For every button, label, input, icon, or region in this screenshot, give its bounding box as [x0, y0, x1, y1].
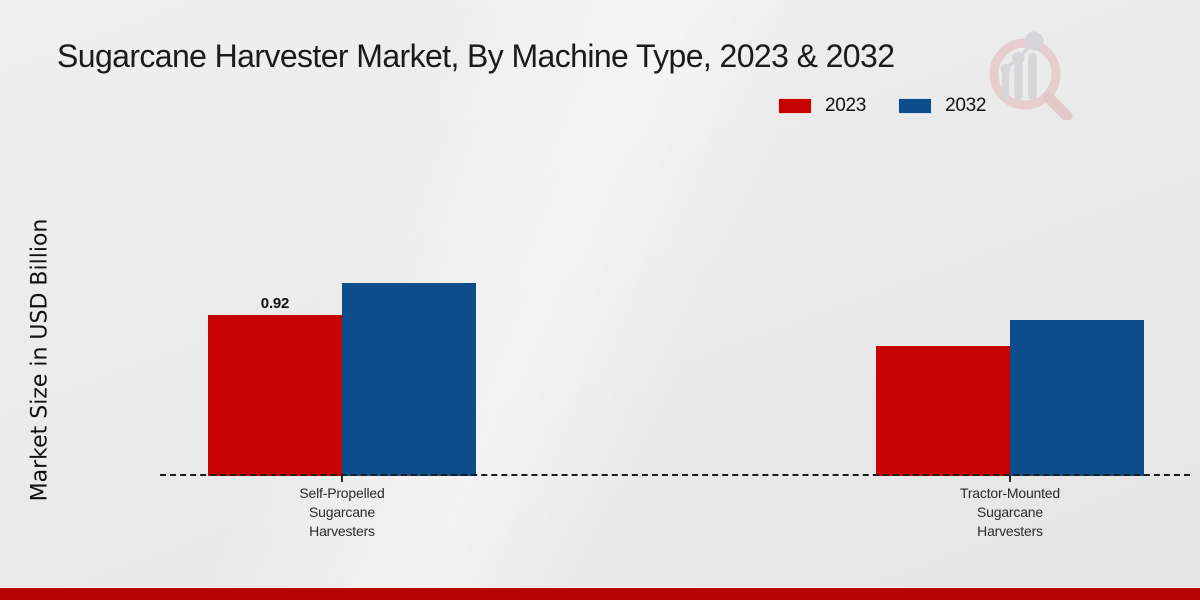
x-axis-tick — [1009, 476, 1011, 482]
bar-2032-group-0 — [342, 283, 476, 476]
trend-dot-icon — [1000, 64, 1011, 74]
legend-item-2032: 2032 — [898, 95, 986, 117]
legend-item-2023: 2023 — [778, 95, 866, 117]
x-axis-baseline — [160, 474, 1190, 476]
footer-accent-bar — [0, 587, 1200, 600]
bar-glyph-icon — [1002, 70, 1009, 100]
category-label: Tractor-Mounted Sugarcane Harvesters — [960, 485, 1060, 539]
category-label: Self-Propelled Sugarcane Harvesters — [299, 485, 385, 539]
trend-dot-icon — [1024, 31, 1044, 51]
legend-label-2023: 2023 — [825, 95, 867, 116]
bar-2023-group-0 — [208, 315, 342, 476]
bar-value-label: 0.92 — [260, 295, 290, 312]
bar-glyph-icon — [1014, 61, 1023, 100]
x-axis-tick — [341, 476, 343, 482]
bar-glyph-icon — [1028, 53, 1037, 100]
legend: 2023 2032 — [778, 95, 986, 117]
legend-label-2032: 2032 — [945, 95, 987, 116]
magnifier-handle-icon — [1042, 91, 1073, 120]
chart-title: Sugarcane Harvester Market, By Machine T… — [57, 38, 895, 74]
bar-2032-group-1 — [1010, 320, 1144, 476]
market-research-logo-watermark — [989, 31, 1073, 120]
legend-swatch-2032 — [898, 98, 933, 114]
trend-dot-icon — [1012, 52, 1025, 64]
bar-2023-group-1 — [876, 346, 1010, 476]
legend-swatch-2023 — [778, 98, 812, 114]
